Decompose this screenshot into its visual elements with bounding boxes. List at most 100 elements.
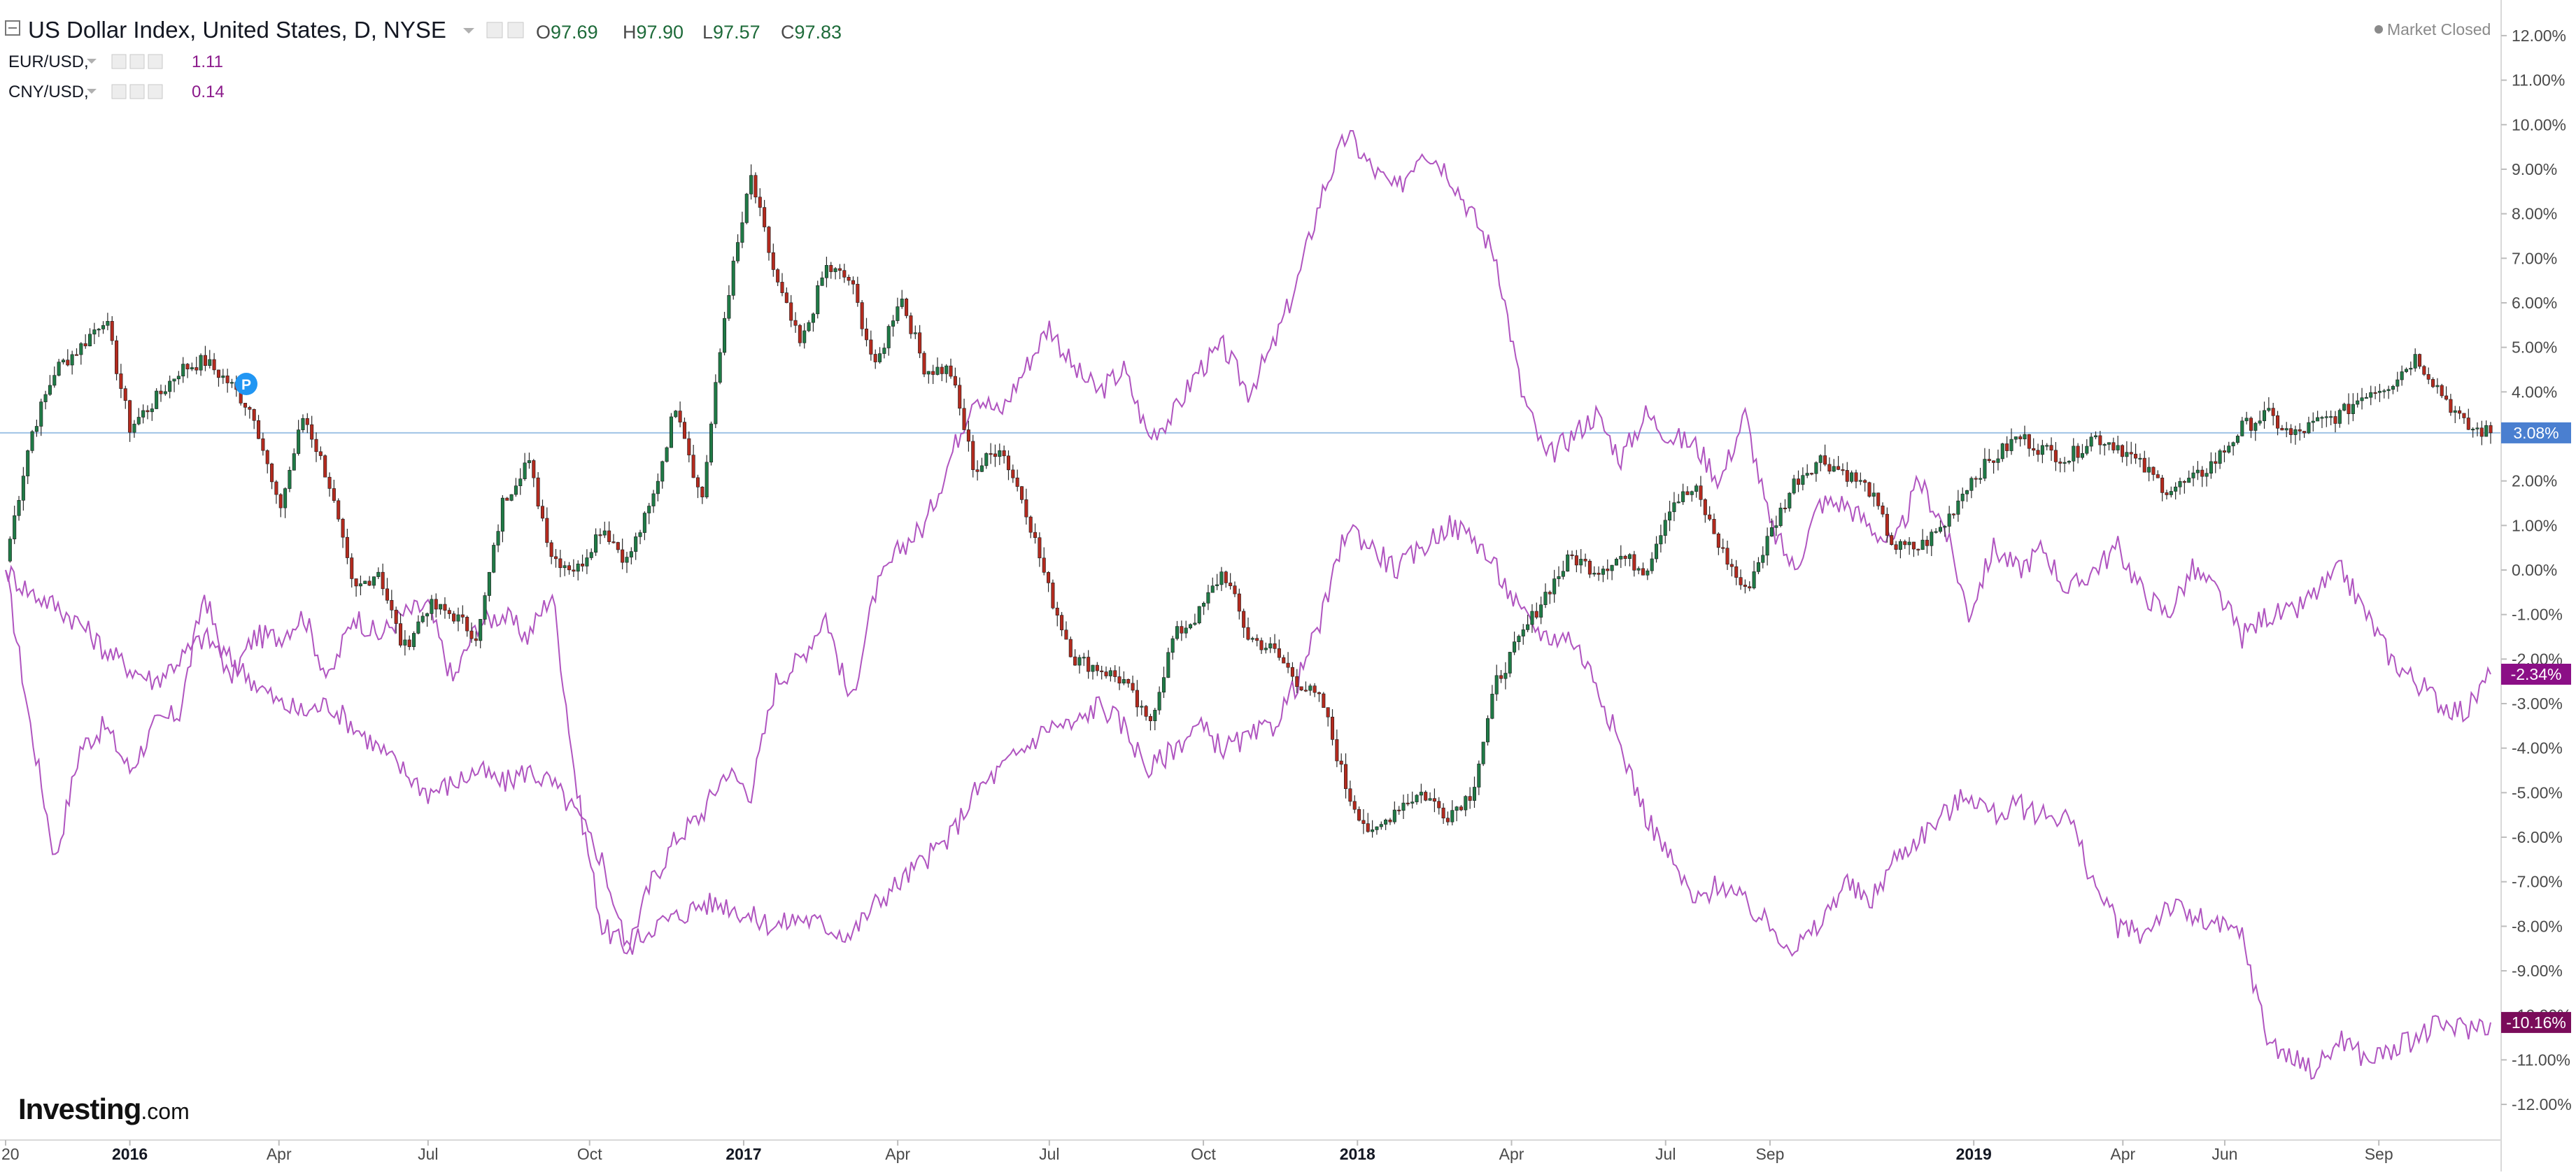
candle-body[interactable] <box>1947 513 1951 527</box>
candle-body[interactable] <box>1881 505 1885 515</box>
candle-body[interactable] <box>922 352 926 375</box>
chevron-down-icon[interactable] <box>87 59 97 64</box>
candle-body[interactable] <box>332 488 336 501</box>
candle-body[interactable] <box>1437 801 1441 809</box>
chevron-down-icon[interactable] <box>87 89 97 94</box>
candle-body[interactable] <box>2444 395 2449 400</box>
candle-body[interactable] <box>660 461 665 482</box>
event-marker[interactable] <box>235 373 257 395</box>
candle-body[interactable] <box>341 518 345 538</box>
candle-body[interactable] <box>2458 410 2462 414</box>
candle-body[interactable] <box>1818 455 1823 463</box>
candle-body[interactable] <box>2351 404 2355 414</box>
candle-body[interactable] <box>70 354 74 366</box>
candle-body[interactable] <box>181 364 185 377</box>
candle-body[interactable] <box>2377 390 2382 393</box>
candle-body[interactable] <box>1965 490 1969 494</box>
candle-body[interactable] <box>1850 472 1854 482</box>
candle-body[interactable] <box>1655 543 1659 560</box>
candle-body[interactable] <box>1303 690 1308 692</box>
candle-body[interactable] <box>607 530 611 542</box>
candle-body[interactable] <box>1583 559 1587 562</box>
candle-body[interactable] <box>371 576 376 586</box>
candle-body[interactable] <box>115 340 119 374</box>
candle-body[interactable] <box>638 532 642 537</box>
candle-body[interactable] <box>1729 564 1734 567</box>
candle-body[interactable] <box>1428 798 1432 801</box>
candle-body[interactable] <box>1295 676 1299 688</box>
candle-body[interactable] <box>261 438 265 451</box>
candle-body[interactable] <box>1938 527 1943 532</box>
candle-body[interactable] <box>1481 741 1485 764</box>
candle-body[interactable] <box>1681 491 1685 502</box>
candle-body[interactable] <box>2227 446 2231 453</box>
candle-body[interactable] <box>2324 416 2328 418</box>
candle-body[interactable] <box>2018 436 2023 439</box>
candle-body[interactable] <box>1166 652 1170 678</box>
candle-body[interactable] <box>2000 443 2004 460</box>
candle-body[interactable] <box>1597 573 1601 575</box>
candle-body[interactable] <box>2369 392 2373 398</box>
candle-body[interactable] <box>705 462 709 497</box>
candle-body[interactable] <box>2382 390 2386 392</box>
candle-body[interactable] <box>2036 450 2040 455</box>
candle-body[interactable] <box>83 343 87 347</box>
candle-body[interactable] <box>2342 404 2347 411</box>
candle-body[interactable] <box>1592 573 1597 575</box>
candle-body[interactable] <box>935 366 940 375</box>
candle-body[interactable] <box>1837 466 1841 470</box>
candle-body[interactable] <box>1095 664 1099 671</box>
candle-body[interactable] <box>456 614 460 622</box>
candle-body[interactable] <box>1397 809 1401 811</box>
candle-body[interactable] <box>26 450 30 476</box>
candle-body[interactable] <box>527 460 531 464</box>
candle-body[interactable] <box>665 447 669 462</box>
candle-body[interactable] <box>2156 474 2160 478</box>
candle-body[interactable] <box>270 463 274 483</box>
candle-body[interactable] <box>398 623 403 646</box>
candle-body[interactable] <box>1082 657 1086 659</box>
candle-body[interactable] <box>695 477 700 487</box>
candle-body[interactable] <box>572 569 576 572</box>
chevron-down-icon[interactable] <box>463 28 474 34</box>
candle-body[interactable] <box>598 534 602 536</box>
close-icon[interactable] <box>148 84 163 99</box>
candle-body[interactable] <box>1601 569 1605 575</box>
candle-body[interactable] <box>1189 624 1193 629</box>
candle-body[interactable] <box>1250 638 1254 640</box>
candle-body[interactable] <box>776 269 780 283</box>
candle-body[interactable] <box>1574 555 1578 566</box>
candle-body[interactable] <box>1047 572 1051 583</box>
candle-body[interactable] <box>2142 457 2146 473</box>
candle-body[interactable] <box>1410 802 1415 804</box>
candle-body[interactable] <box>1161 677 1166 693</box>
candle-body[interactable] <box>718 352 722 383</box>
candle-body[interactable] <box>350 557 354 579</box>
candle-body[interactable] <box>1153 709 1157 722</box>
candle-body[interactable] <box>2391 385 2395 390</box>
candle-body[interactable] <box>1774 525 1778 528</box>
candle-body[interactable] <box>1033 532 1038 538</box>
candle-body[interactable] <box>381 571 385 590</box>
candle-body[interactable] <box>1748 586 1752 589</box>
candle-body[interactable] <box>2200 469 2205 477</box>
candle-body[interactable] <box>2032 448 2036 451</box>
candle-body[interactable] <box>1140 706 1144 708</box>
candle-body[interactable] <box>585 557 589 567</box>
candle-body[interactable] <box>837 268 842 271</box>
series-line-eur-usd[interactable] <box>5 129 2491 955</box>
candle-body[interactable] <box>682 422 686 439</box>
candle-body[interactable] <box>2364 397 2368 399</box>
candle-body[interactable] <box>2484 425 2489 437</box>
candle-body[interactable] <box>106 321 110 326</box>
candle-body[interactable] <box>2386 389 2391 391</box>
candle-body[interactable] <box>243 403 248 408</box>
candle-body[interactable] <box>611 541 616 543</box>
candle-body[interactable] <box>185 364 190 369</box>
candle-body[interactable] <box>833 268 837 272</box>
candle-body[interactable] <box>1322 693 1326 708</box>
candle-body[interactable] <box>2160 478 2165 493</box>
candle-body[interactable] <box>1756 562 1760 572</box>
candle-body[interactable] <box>1668 511 1672 521</box>
candle-body[interactable] <box>882 348 886 354</box>
